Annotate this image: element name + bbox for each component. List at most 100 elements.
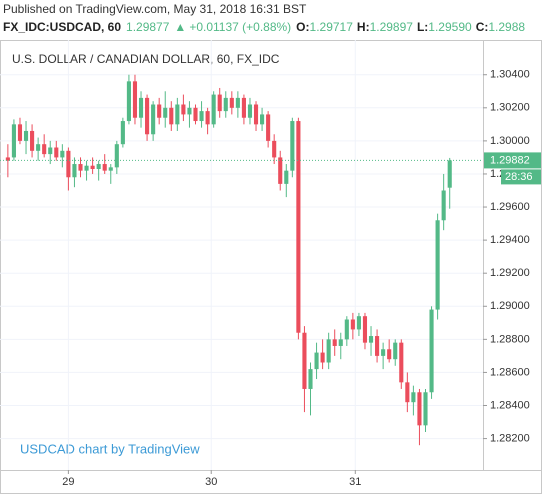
candle-body	[60, 150, 65, 158]
y-tick-label: 1.29600	[490, 201, 530, 213]
candle-body	[120, 121, 125, 145]
published-line: Published on TradingView.com, May 31, 20…	[3, 2, 307, 16]
y-tick-label: 1.30000	[490, 135, 530, 147]
candle-body	[314, 352, 319, 370]
candle-body	[175, 104, 180, 125]
candle-body	[108, 167, 113, 171]
watermark: USDCAD chart by TradingView	[20, 441, 200, 456]
candle-body	[145, 97, 150, 135]
candle-body	[290, 121, 295, 171]
candle-body	[193, 107, 198, 122]
countdown-box	[501, 169, 541, 185]
candle-body	[169, 107, 174, 125]
candle-body	[241, 97, 246, 118]
low-label: L:	[417, 20, 428, 34]
candle-body	[356, 316, 361, 330]
candle-body	[229, 97, 234, 108]
candle-body	[405, 382, 410, 403]
y-tick-label: 1.28200	[490, 432, 530, 444]
open-label: O:	[296, 20, 309, 34]
candle-body	[320, 352, 325, 363]
candle-body	[157, 104, 162, 118]
candle-body	[126, 81, 131, 122]
close-label: C:	[476, 20, 489, 34]
candle-body	[423, 392, 428, 426]
high-value: 1.29897	[370, 20, 414, 34]
candle-body	[84, 165, 89, 171]
candle-body	[36, 144, 41, 151]
candle-body	[393, 342, 398, 360]
candle-body	[235, 97, 240, 108]
last-price: 1.29877	[126, 20, 170, 34]
candle-body	[296, 121, 301, 333]
change-arrow: ▲	[174, 20, 186, 34]
x-tick-label: 30	[205, 476, 217, 488]
candle-body	[375, 336, 380, 356]
candle-body	[54, 147, 59, 158]
candle-body	[90, 165, 95, 169]
open-value: 1.29717	[310, 20, 354, 34]
candle-body	[114, 144, 119, 168]
candle-body	[66, 150, 71, 178]
x-tick-label: 29	[62, 476, 74, 488]
candle-body	[399, 342, 404, 383]
candle-body	[308, 369, 313, 389]
candle-body	[11, 124, 16, 158]
candle-body	[338, 339, 343, 346]
symbol: FX_IDC:USDCAD, 60	[3, 20, 121, 34]
countdown-label: 28:36	[505, 171, 533, 183]
y-tick-label: 1.29200	[490, 267, 530, 279]
candle-body	[181, 104, 186, 115]
candle-body	[96, 164, 101, 169]
candle-body	[5, 157, 10, 161]
candle-body	[205, 111, 210, 125]
candle-body	[302, 332, 307, 389]
candle-body	[151, 104, 156, 135]
quote-line: FX_IDC:USDCAD, 60 1.29877 ▲ +0.01137 (+0.88…	[3, 20, 525, 34]
y-tick-label: 1.28800	[490, 333, 530, 345]
candle-body	[78, 164, 83, 171]
candle-body	[350, 319, 355, 330]
y-tick-label: 1.29400	[490, 234, 530, 246]
candle-body	[381, 349, 386, 356]
candle-body	[435, 220, 440, 310]
y-tick-label: 1.30200	[490, 102, 530, 114]
candle-body	[187, 107, 192, 115]
candle-body	[138, 97, 144, 118]
candle-body	[326, 339, 331, 363]
high-label: H:	[357, 20, 370, 34]
candle-body	[441, 190, 446, 221]
candle-body	[278, 157, 283, 184]
candle-body	[344, 319, 349, 340]
candle-body	[362, 316, 368, 343]
candle-body	[211, 94, 216, 125]
candle-body	[48, 147, 53, 155]
close-value: 1.2988	[488, 20, 525, 34]
candle-body	[429, 309, 434, 393]
candle-body	[417, 392, 422, 426]
candle-body	[266, 114, 271, 141]
candle-body	[217, 94, 222, 112]
y-tick-label: 1.29000	[490, 300, 530, 312]
candle-body	[102, 164, 107, 171]
chart-frame	[0, 40, 542, 494]
change: +0.01137 (+0.88%)	[189, 20, 291, 34]
y-tick-label: 1.28600	[490, 366, 530, 378]
candle-body	[387, 349, 392, 360]
x-tick-label: 31	[349, 476, 361, 488]
candle-body	[17, 124, 23, 141]
candle-body	[30, 130, 35, 151]
last-price-label: 1.29882	[490, 154, 530, 166]
candle-body	[132, 81, 138, 118]
candle-body	[332, 339, 337, 346]
candle-body	[163, 107, 168, 118]
chart-title: U.S. DOLLAR / CANADIAN DOLLAR, 60, FX_ID…	[12, 52, 280, 66]
candle-body	[253, 104, 259, 125]
candle-body	[72, 164, 77, 178]
candle-body	[223, 97, 228, 112]
candle-body	[447, 160, 452, 188]
candle-body	[284, 170, 289, 184]
last-price-box	[484, 152, 541, 169]
